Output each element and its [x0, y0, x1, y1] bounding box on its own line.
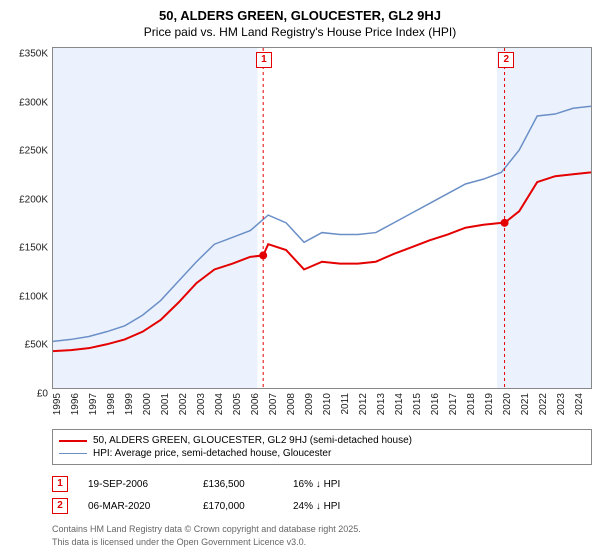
event-marker: 1: [52, 476, 68, 492]
x-tick: 2005: [232, 393, 243, 415]
legend: 50, ALDERS GREEN, GLOUCESTER, GL2 9HJ (s…: [52, 429, 592, 465]
y-tick: £50K: [25, 340, 48, 351]
series-hpi: [53, 106, 591, 341]
x-tick: 2021: [520, 393, 531, 415]
x-tick: 2016: [430, 393, 441, 415]
x-tick: 2007: [268, 393, 279, 415]
event-dot-1: [259, 251, 267, 259]
legend-row: 50, ALDERS GREEN, GLOUCESTER, GL2 9HJ (s…: [59, 434, 585, 447]
x-tick: 2004: [214, 393, 225, 415]
chart-svg: [53, 48, 591, 388]
legend-row: HPI: Average price, semi-detached house,…: [59, 447, 585, 460]
event-delta: 16% ↓ HPI: [293, 479, 383, 490]
legend-label: 50, ALDERS GREEN, GLOUCESTER, GL2 9HJ (s…: [93, 435, 412, 446]
event-date: 19-SEP-2006: [88, 479, 183, 490]
y-tick: £200K: [19, 194, 48, 205]
event-date: 06-MAR-2020: [88, 501, 183, 512]
y-axis: £0£50K£100K£150K£200K£250K£300K£350K: [8, 54, 52, 394]
x-axis: 1995 1996 1997 1998 1999 2000 2001 2002 2003 2004…: [52, 389, 592, 425]
chart-subtitle: Price paid vs. HM Land Registry's House …: [8, 25, 592, 39]
event-marker: 2: [52, 498, 68, 514]
event-dot-2: [501, 219, 509, 227]
x-tick: 2014: [394, 393, 405, 415]
x-tick: 1999: [124, 393, 135, 415]
x-tick: 2006: [250, 393, 261, 415]
y-tick: £150K: [19, 243, 48, 254]
event-price: £170,000: [203, 501, 273, 512]
x-tick: 2003: [196, 393, 207, 415]
x-tick: 1995: [52, 393, 63, 415]
y-tick: £0: [37, 389, 48, 400]
x-tick: 2013: [376, 393, 387, 415]
x-tick: 2017: [448, 393, 459, 415]
event-label-1: 1: [256, 52, 272, 68]
x-tick: 2023: [556, 393, 567, 415]
chart-title: 50, ALDERS GREEN, GLOUCESTER, GL2 9HJ: [8, 8, 592, 23]
x-tick: 2015: [412, 393, 423, 415]
x-tick: 1997: [88, 393, 99, 415]
legend-swatch: [59, 453, 87, 454]
y-tick: £100K: [19, 291, 48, 302]
event-label-2: 2: [498, 52, 514, 68]
x-tick: 2012: [358, 393, 369, 415]
y-tick: £250K: [19, 146, 48, 157]
plot-area: 12: [52, 47, 592, 389]
legend-swatch: [59, 440, 87, 442]
x-tick: 1998: [106, 393, 117, 415]
event-price: £136,500: [203, 479, 273, 490]
series-price_paid: [53, 172, 591, 351]
x-tick: 2011: [340, 393, 351, 415]
events-table: 1 19-SEP-2006 £136,500 16% ↓ HPI 2 06-MAR-202…: [52, 473, 592, 517]
y-tick: £300K: [19, 97, 48, 108]
event-row: 2 06-MAR-2020 £170,000 24% ↓ HPI: [52, 495, 592, 517]
x-tick: 2022: [538, 393, 549, 415]
x-tick: 2009: [304, 393, 315, 415]
x-tick: 1996: [70, 393, 81, 415]
y-tick: £350K: [19, 49, 48, 60]
footer-line1: Contains HM Land Registry data © Crown c…: [52, 523, 592, 536]
x-tick: 2002: [178, 393, 189, 415]
x-tick: 2024: [574, 393, 585, 415]
x-tick: 2008: [286, 393, 297, 415]
x-tick: 2000: [142, 393, 153, 415]
x-tick: 2018: [466, 393, 477, 415]
event-row: 1 19-SEP-2006 £136,500 16% ↓ HPI: [52, 473, 592, 495]
x-tick: 2010: [322, 393, 333, 415]
legend-label: HPI: Average price, semi-detached house,…: [93, 448, 331, 459]
event-delta: 24% ↓ HPI: [293, 501, 383, 512]
chart-container: 50, ALDERS GREEN, GLOUCESTER, GL2 9HJ Pr…: [8, 8, 592, 548]
footer-line2: This data is licensed under the Open Gov…: [52, 536, 592, 549]
x-tick: 2019: [484, 393, 495, 415]
footer: Contains HM Land Registry data © Crown c…: [52, 523, 592, 548]
x-tick: 2020: [502, 393, 513, 415]
x-tick: 2001: [160, 393, 171, 415]
